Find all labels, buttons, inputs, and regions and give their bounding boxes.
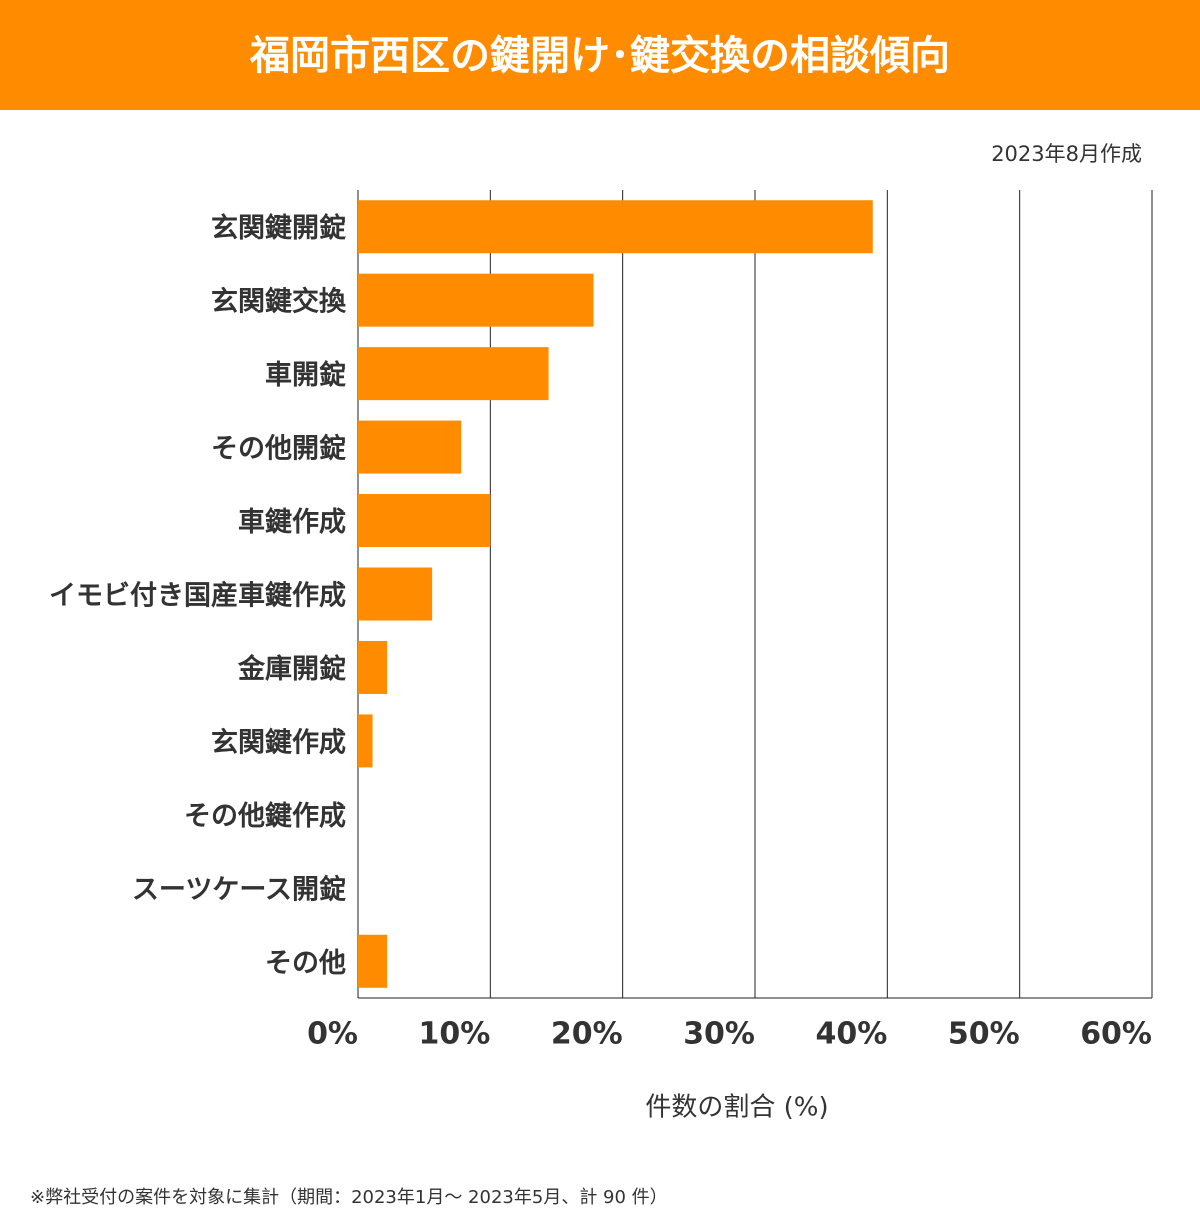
y-tick-label: 車開錠 bbox=[265, 359, 346, 391]
bar bbox=[358, 714, 373, 768]
bar bbox=[358, 934, 388, 988]
chart-subtitle: 2023年8月作成 bbox=[991, 142, 1142, 166]
x-tick-label: 30% bbox=[683, 1017, 755, 1052]
bar bbox=[358, 273, 594, 327]
y-tick-label: その他 bbox=[265, 948, 346, 979]
x-tick-label: 50% bbox=[948, 1017, 1020, 1052]
x-tick-label: 0% bbox=[307, 1017, 358, 1052]
bar bbox=[358, 200, 873, 254]
y-tick-label: スーツケース開錠 bbox=[132, 873, 346, 905]
bar bbox=[358, 640, 388, 694]
y-tick-label: イモビ付き国産車鍵作成 bbox=[49, 580, 346, 612]
x-tick-label: 10% bbox=[419, 1017, 491, 1052]
x-tick-label: 60% bbox=[1080, 1017, 1152, 1052]
x-tick-label: 40% bbox=[816, 1017, 888, 1052]
chart-title: 福岡市西区の鍵開け･鍵交換の相談傾向 bbox=[249, 33, 950, 79]
y-tick-label: 車鍵作成 bbox=[238, 506, 346, 538]
y-tick-label: 金庫開錠 bbox=[237, 653, 346, 685]
x-tick-label: 20% bbox=[551, 1017, 623, 1052]
y-tick-label: その他開錠 bbox=[211, 433, 346, 465]
footnote: ※弊社受付の案件を対象に集計（期間：2023年1月～ 2023年5月、計 90 … bbox=[30, 1187, 668, 1208]
bar bbox=[358, 420, 462, 474]
y-tick-label: 玄関鍵交換 bbox=[211, 286, 347, 318]
x-axis-label: 件数の割合 (%) bbox=[645, 1093, 828, 1123]
y-tick-label: その他鍵作成 bbox=[184, 800, 346, 832]
bar bbox=[358, 347, 549, 401]
y-tick-label: 玄関鍵開錠 bbox=[211, 212, 346, 244]
bar bbox=[358, 494, 491, 548]
bar bbox=[358, 567, 433, 621]
y-tick-label: 玄関鍵作成 bbox=[211, 726, 346, 758]
header-band bbox=[0, 0, 1200, 110]
